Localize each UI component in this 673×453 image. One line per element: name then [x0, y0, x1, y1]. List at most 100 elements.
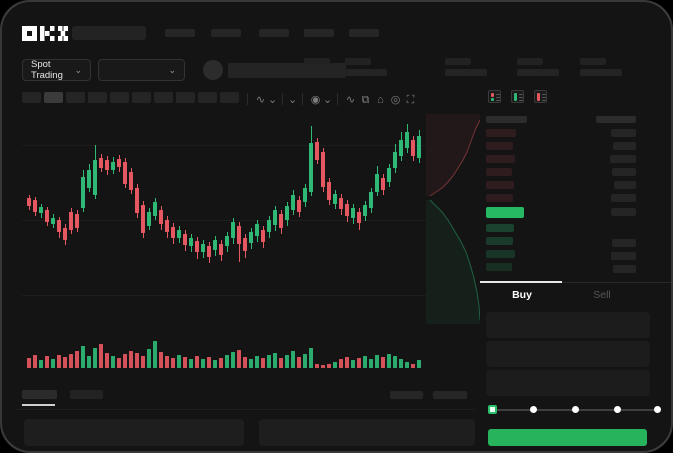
bottom-tab-active[interactable] [22, 390, 57, 399]
volume-bar [105, 353, 109, 368]
volume-bar [273, 353, 277, 368]
timeframe-button-5[interactable] [110, 92, 129, 103]
volume-bar [63, 357, 67, 368]
candle-body [147, 212, 151, 226]
volume-bar [201, 359, 205, 368]
slider-stop-75[interactable] [614, 406, 621, 413]
tab-sell[interactable]: Sell [593, 289, 611, 301]
timeframe-button-4[interactable] [88, 92, 107, 103]
candle-body [297, 200, 301, 212]
depth-chart [426, 114, 480, 324]
bid-price-bar[interactable] [486, 224, 514, 232]
timeframe-button-1[interactable] [22, 92, 41, 103]
search-input[interactable] [72, 26, 146, 40]
pair-selector[interactable]: ⌄ [98, 59, 185, 81]
price-input[interactable] [486, 312, 650, 338]
volume-bar [39, 360, 43, 368]
buy-button[interactable] [488, 429, 647, 446]
compare-chevron-icon[interactable]: ⌄ [288, 94, 298, 106]
stat-label-5 [580, 58, 606, 65]
market-type-selector[interactable]: Spot Trading ⌄ [22, 59, 91, 81]
volume-bar [255, 356, 259, 368]
timeframe-button-8[interactable] [176, 92, 195, 103]
nav-item-4[interactable] [304, 29, 334, 37]
ask-price-bar[interactable] [486, 129, 516, 137]
drawing-icon[interactable]: ⧉ [361, 94, 370, 106]
tab-buy[interactable]: Buy [512, 289, 532, 301]
candle-body [153, 202, 157, 216]
line-tools-icon[interactable]: ∿ [345, 94, 356, 106]
volume-bar [351, 360, 355, 368]
volume-bar [237, 350, 241, 368]
book-asks-icon[interactable] [534, 90, 547, 103]
depth-asks-line [429, 119, 480, 197]
ask-price-bar[interactable] [486, 142, 513, 150]
slider-handle[interactable] [488, 405, 497, 414]
bottom-tab[interactable] [70, 390, 103, 399]
candle-body [321, 152, 325, 187]
volume-bar [219, 358, 223, 368]
bid-price-bar[interactable] [486, 237, 513, 245]
candle-body [315, 142, 319, 160]
candle-body [333, 194, 337, 204]
timeframe-button-6[interactable] [132, 92, 151, 103]
bid-price-bar[interactable] [486, 263, 512, 271]
volume-bar [393, 356, 397, 368]
indicators-chevron-icon[interactable]: ⌄ [323, 94, 333, 106]
last-price-badge[interactable] [486, 207, 524, 218]
order-history-panel [259, 419, 475, 446]
nav-item-1[interactable] [165, 29, 195, 37]
volume-bar [333, 362, 337, 368]
bottom-filter-1[interactable] [390, 391, 423, 399]
ask-price-bar[interactable] [486, 181, 514, 189]
candle-body [381, 178, 385, 190]
ask-price-bar[interactable] [486, 194, 513, 202]
stat-value-1 [304, 69, 346, 76]
slider-stop-100[interactable] [654, 406, 661, 413]
volume-bar [261, 358, 265, 368]
timeframe-button-3[interactable] [66, 92, 85, 103]
bid-price-bar[interactable] [486, 250, 515, 258]
stat-value-3 [445, 69, 487, 76]
timeframe-button-7[interactable] [154, 92, 173, 103]
nav-item-3[interactable] [259, 29, 289, 37]
total-input[interactable] [486, 370, 650, 396]
chart-gridline [22, 220, 426, 221]
chart-type-icon[interactable]: ∿ [255, 94, 266, 106]
chart-type-chevron-icon[interactable]: ⌄ [268, 94, 278, 106]
volume-bar [345, 357, 349, 368]
candle-body [57, 220, 61, 232]
okx-logo-icon[interactable] [22, 26, 68, 41]
depth-asks-area [426, 114, 480, 196]
candle-body [39, 207, 43, 213]
fullscreen-icon[interactable]: ⛶ [406, 94, 415, 106]
toolbar-divider [337, 92, 338, 105]
ask-amount-bar [610, 155, 636, 163]
chart-settings-icon[interactable]: ◎ [390, 94, 401, 106]
timeframe-button-10[interactable] [220, 92, 239, 103]
stat-value-5 [580, 69, 622, 76]
ask-price-bar[interactable] [486, 155, 515, 163]
amount-input[interactable] [486, 341, 650, 367]
book-bids-icon[interactable] [511, 90, 524, 103]
candle-body [189, 238, 193, 246]
candlestick-chart[interactable] [22, 112, 426, 370]
slider-stop-25[interactable] [530, 406, 537, 413]
candle-body [261, 230, 265, 242]
timeframe-button-9[interactable] [198, 92, 217, 103]
volume-bar [285, 355, 289, 368]
book-combined-icon[interactable] [488, 90, 501, 103]
indicators-icon[interactable]: ◉ [310, 94, 321, 106]
nav-item-5[interactable] [349, 29, 379, 37]
slider-stop-50[interactable] [572, 406, 579, 413]
candle-body [417, 136, 421, 158]
bottom-filter-2[interactable] [433, 391, 467, 399]
tabs-divider [480, 282, 671, 283]
candle-body [117, 159, 121, 167]
candle-body [369, 192, 373, 208]
volume-bar [123, 354, 127, 368]
ask-price-bar[interactable] [486, 168, 512, 176]
camera-icon[interactable]: ⌂ [377, 94, 384, 106]
nav-item-2[interactable] [211, 29, 241, 37]
timeframe-button-2[interactable] [44, 92, 63, 103]
